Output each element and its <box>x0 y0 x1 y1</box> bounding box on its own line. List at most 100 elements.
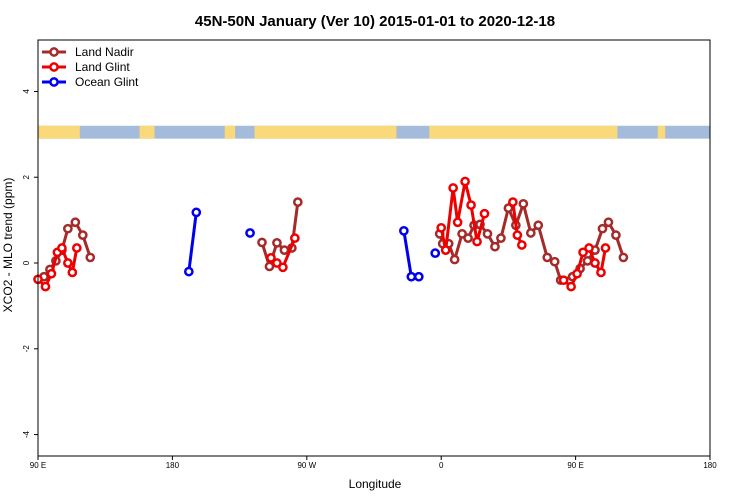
data-point <box>508 197 518 207</box>
data-point <box>63 223 73 234</box>
series-line <box>402 230 419 279</box>
data-point <box>603 217 614 228</box>
data-point <box>278 262 288 273</box>
data-point <box>472 236 482 247</box>
legend-marker <box>49 77 59 87</box>
data-point <box>292 197 303 207</box>
series-line <box>439 180 486 252</box>
plot-frame <box>37 39 711 457</box>
data-point <box>584 243 594 253</box>
x-tick-label: 90 E <box>567 461 583 470</box>
data-point <box>440 245 451 255</box>
data-point <box>457 228 467 239</box>
data-point <box>578 247 588 258</box>
data-point <box>57 243 67 253</box>
data-point <box>264 261 275 272</box>
y-tick-label: 4 <box>22 89 31 94</box>
data-point <box>430 248 441 258</box>
data-point <box>596 267 606 278</box>
legend-marker <box>49 47 59 57</box>
land-ocean-band <box>38 125 710 139</box>
data-point <box>406 271 417 282</box>
data-point <box>279 245 290 255</box>
data-point <box>266 253 276 263</box>
data-point <box>290 233 300 243</box>
data-point <box>618 252 629 263</box>
data-point <box>448 183 458 193</box>
data-point <box>533 220 544 231</box>
y-tick-label: 2 <box>22 174 31 179</box>
data-point <box>496 233 506 243</box>
series-layer <box>33 176 629 292</box>
data-point <box>549 256 560 267</box>
data-point <box>516 240 527 250</box>
y-axis: -4 -2 0 2 4 <box>22 89 38 438</box>
data-point <box>558 275 569 286</box>
data-point <box>40 281 51 292</box>
land-band-segment <box>38 125 80 139</box>
data-point <box>257 237 267 248</box>
data-point <box>77 230 88 240</box>
data-point <box>466 200 476 210</box>
data-point <box>479 208 490 219</box>
data-point <box>436 222 447 233</box>
data-point <box>542 252 553 263</box>
data-point <box>590 258 600 268</box>
data-point <box>482 228 493 239</box>
x-axis: 90 E 180 90 W 0 90 E 180 <box>30 456 717 470</box>
data-point <box>449 254 460 265</box>
data-point <box>582 256 593 266</box>
data-point <box>67 267 78 278</box>
data-point <box>183 266 194 277</box>
series-ocean-glint <box>183 207 441 282</box>
data-point <box>85 252 96 263</box>
data-point <box>460 176 470 187</box>
data-point <box>191 207 202 218</box>
x-tick-label: 180 <box>166 461 180 470</box>
x-tick-label: 0 <box>439 461 444 470</box>
data-point <box>600 243 611 253</box>
data-point <box>272 258 282 268</box>
series-land-nadir <box>39 197 629 286</box>
land-band-segment <box>139 125 155 139</box>
legend-marker <box>49 62 59 72</box>
y-tick-label: 0 <box>22 260 31 265</box>
y-axis-label: XCO2 - MLO trend (ppm) <box>1 178 15 313</box>
data-point <box>463 233 473 243</box>
data-point <box>512 230 523 240</box>
x-axis-label: Longitude <box>349 477 402 491</box>
data-point <box>272 238 282 248</box>
data-point <box>63 258 73 268</box>
data-point <box>503 203 514 213</box>
data-point <box>572 268 582 279</box>
data-point <box>399 225 409 236</box>
data-point <box>413 271 424 282</box>
data-point <box>597 223 608 234</box>
data-point <box>525 228 536 238</box>
chart-title: 45N-50N January (Ver 10) 2015-01-01 to 2… <box>195 13 555 30</box>
x-tick-label: 90 W <box>297 461 316 470</box>
data-point <box>566 281 576 292</box>
data-point <box>71 243 82 253</box>
data-point <box>46 268 57 279</box>
data-point <box>452 217 463 228</box>
data-point <box>490 241 500 252</box>
y-tick-label: -2 <box>22 345 31 353</box>
land-band-segment <box>224 125 236 139</box>
x-tick-label: 180 <box>703 461 717 470</box>
x-tick-label: 90 E <box>30 461 46 470</box>
data-point <box>518 198 529 209</box>
y-tick-label: -4 <box>22 430 31 438</box>
legend-entry: Ocean Glint <box>75 75 139 89</box>
land-band-segment <box>429 125 618 139</box>
data-point <box>611 230 621 240</box>
legend-entry: Land Nadir <box>75 45 134 59</box>
data-point <box>245 228 255 238</box>
data-point <box>70 217 81 228</box>
land-band-segment <box>657 125 666 139</box>
series-line <box>187 212 198 272</box>
legend-entry: Land Glint <box>75 60 130 74</box>
land-band-segment <box>254 125 397 139</box>
